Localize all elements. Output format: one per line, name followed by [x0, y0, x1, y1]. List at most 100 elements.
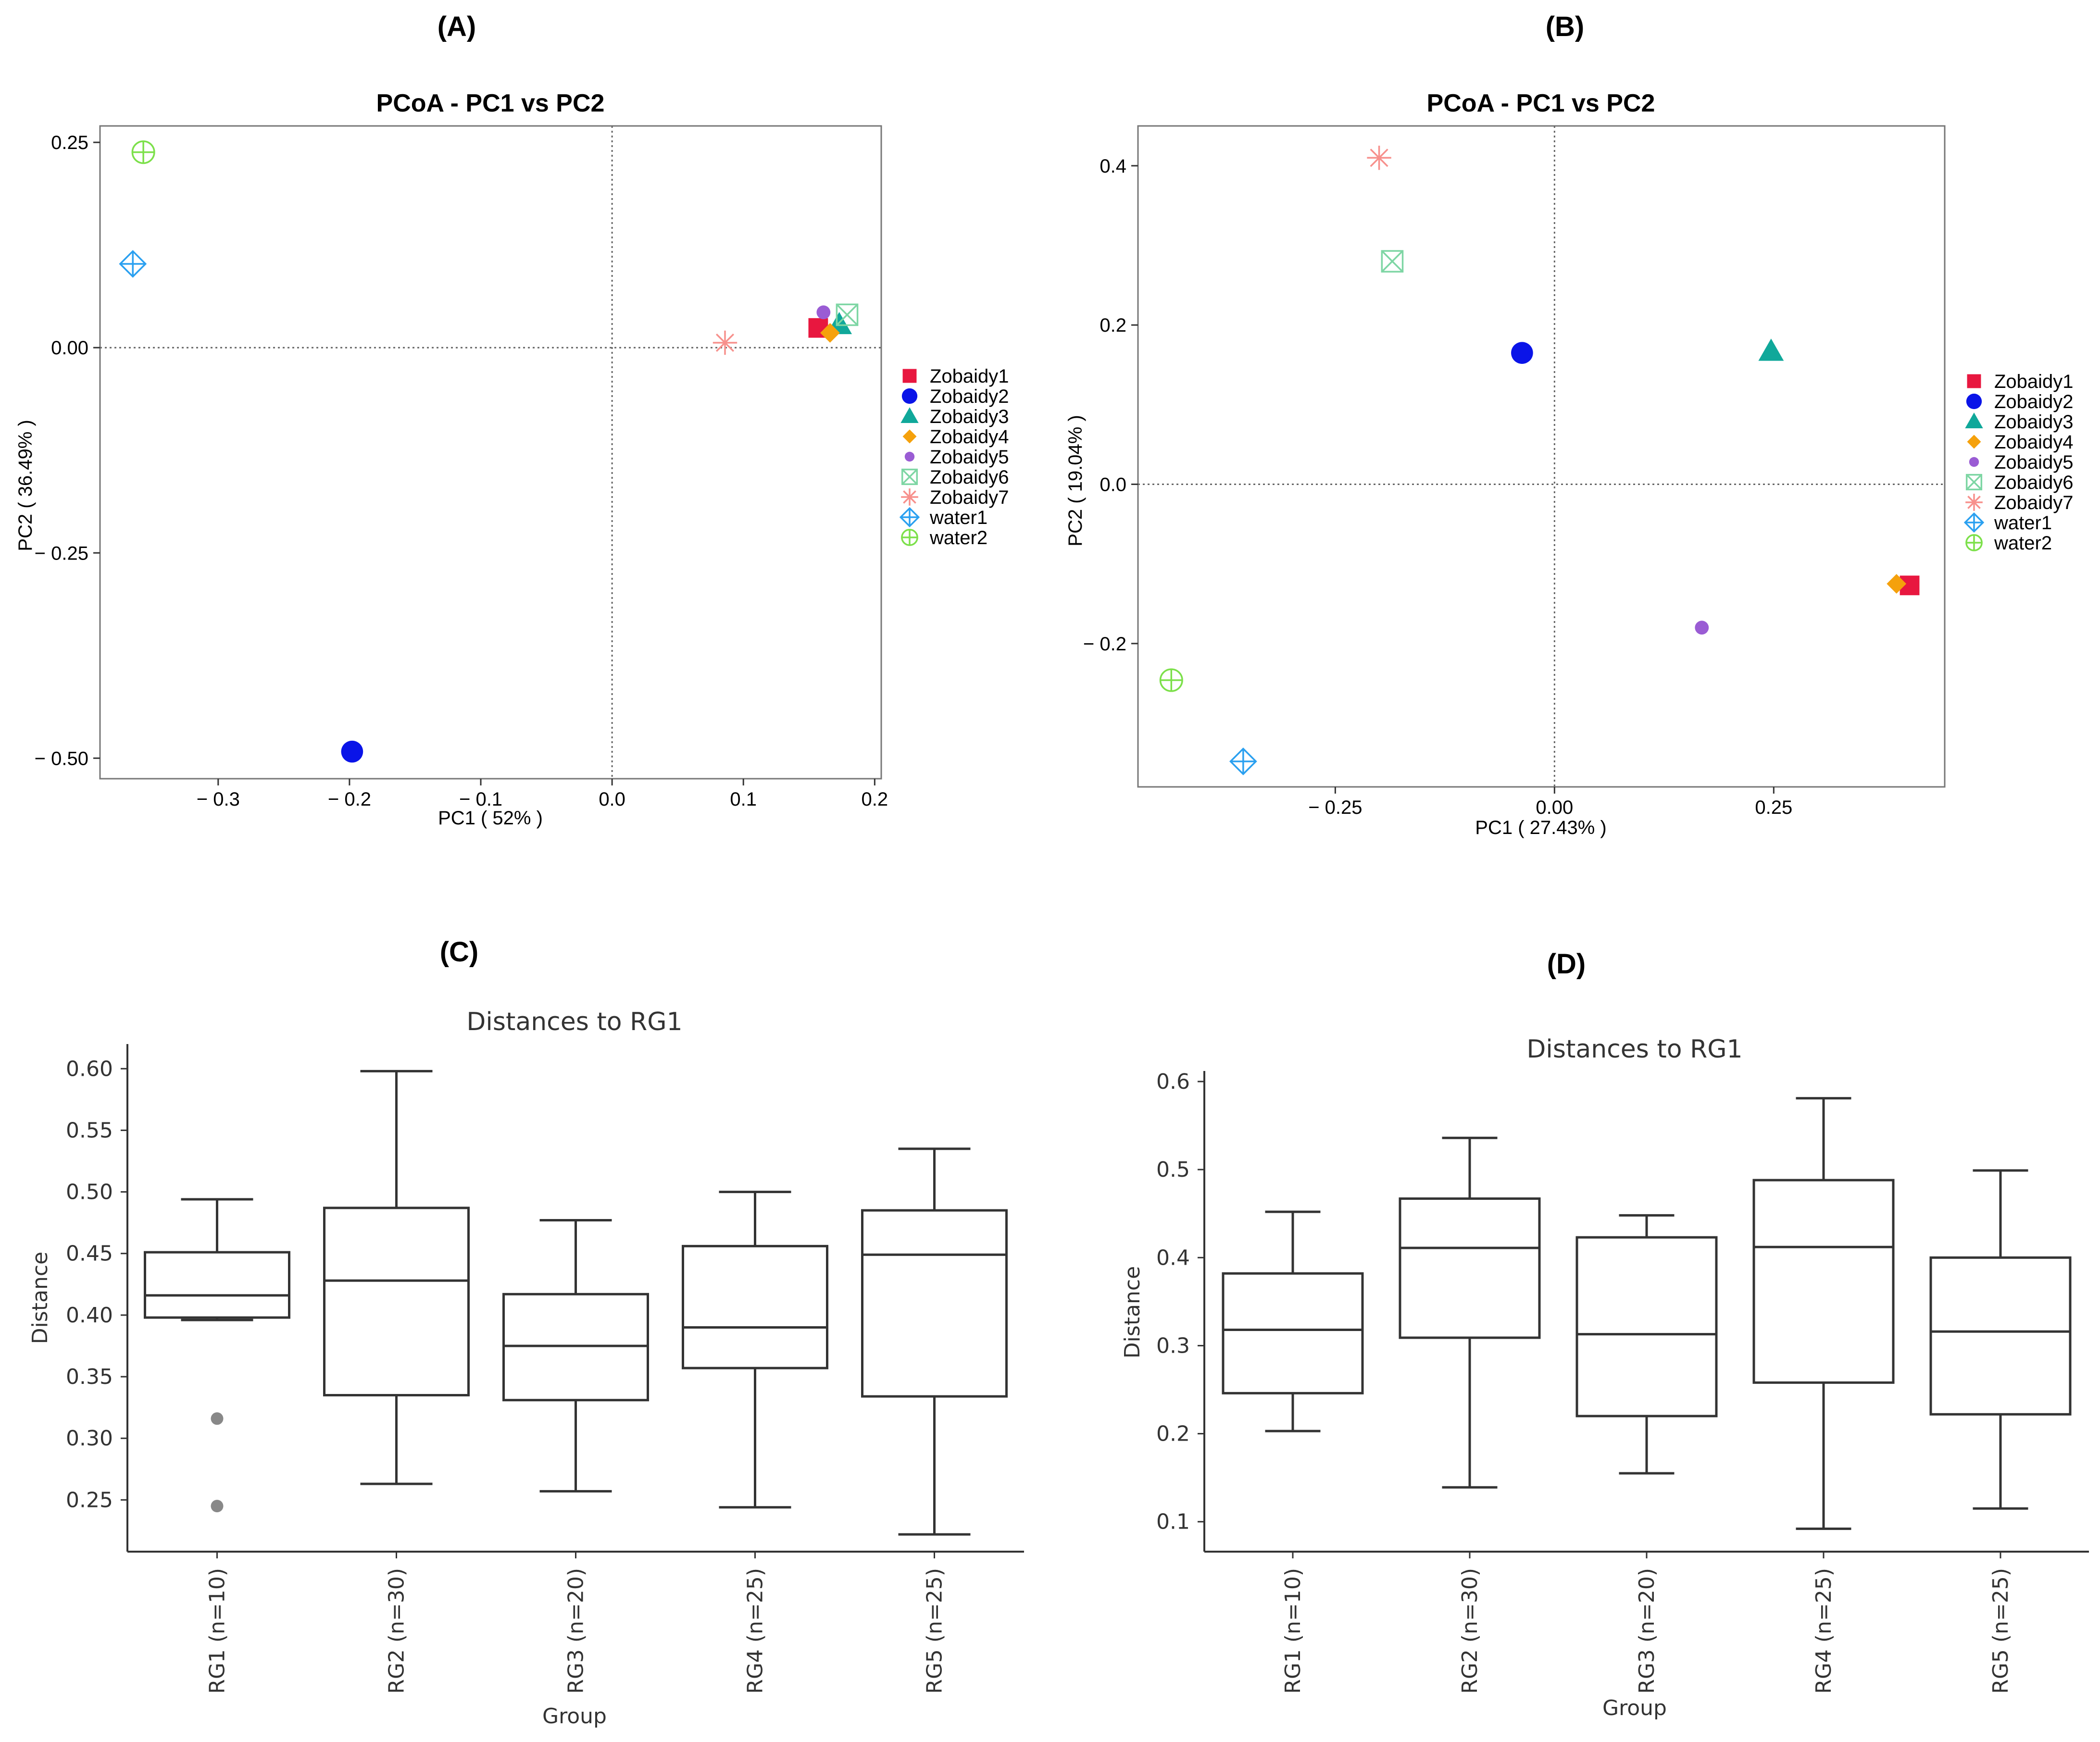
- chart-c-xtick-label-2: RG3 (n=20): [564, 1568, 588, 1694]
- chart-a-legend-marker-water1: [899, 507, 920, 528]
- panel-label-c: (C): [440, 936, 479, 968]
- chart-a-point-zobaidy4-shape: [820, 323, 840, 343]
- chart-a-legend-marker-zobaidy2: [901, 388, 918, 404]
- chart-b-xtick-label-1: 0.00: [1536, 797, 1573, 818]
- chart-c-xtick-label-3: RG4 (n=25): [743, 1568, 768, 1694]
- chart-d-iqr-box-5: [1929, 1256, 2072, 1416]
- chart-b-legend-marker-water2: [1965, 534, 1983, 551]
- chart-a-ytick-label-0: 0.25: [51, 132, 88, 153]
- chart-b-legend-marker-zobaidy6: [1965, 473, 1983, 491]
- chart-b-legend-label-zobaidy4: Zobaidy4: [1994, 432, 2074, 453]
- chart-b-point-zobaidy6: [1381, 250, 1404, 273]
- chart-a-xlabel: PC1 ( 52% ): [438, 808, 543, 829]
- panel-label-a: (A): [438, 11, 476, 42]
- chart-a-legend-marker-water2: [901, 529, 918, 546]
- chart-c-iqr-box-4: [682, 1244, 828, 1369]
- chart-c-ytick-label-1: 0.30: [66, 1426, 113, 1451]
- chart-b-point-zobaidy4: [1887, 574, 1907, 594]
- chart-a-legend-label-zobaidy2: Zobaidy2: [930, 386, 1009, 407]
- chart-b-point-zobaidy2: [1511, 342, 1533, 364]
- chart-a-xtick-label-3: 0.0: [599, 789, 625, 810]
- chart-c-outlier-1-1: [211, 1412, 224, 1425]
- chart-d-ytick-label-1: 0.2: [1156, 1422, 1190, 1446]
- chart-a-point-water1: [119, 250, 147, 278]
- chart-b-legend-label-zobaidy5: Zobaidy5: [1994, 452, 2074, 473]
- chart-b-legend-marker-zobaidy6-cross-2: [1966, 474, 1982, 490]
- chart-c-iqr-box-5: [861, 1209, 1008, 1398]
- chart-a-legend-marker-zobaidy7: [901, 488, 918, 506]
- chart-a-xtick-label-0: − 0.3: [197, 789, 240, 810]
- chart-d-ytick-label-0: 0.1: [1156, 1510, 1190, 1534]
- chart-b-ytick-label-2: 0.0: [1100, 474, 1126, 495]
- chart-a-legend-marker-zobaidy3: [900, 407, 919, 423]
- chart-a-legend-label-zobaidy7: Zobaidy7: [930, 487, 1009, 508]
- chart-a-legend: Zobaidy1Zobaidy2Zobaidy3Zobaidy4Zobaidy5…: [899, 366, 1009, 548]
- chart-a-ylabel: PC2 ( 36.49% ): [15, 420, 36, 551]
- chart-d-xtick-label-1: RG2 (n=30): [1458, 1568, 1482, 1694]
- chart-a-legend-marker-zobaidy7-ray-3: [903, 490, 916, 504]
- chart-b-legend-marker-zobaidy2: [1966, 393, 1982, 410]
- chart-c-box-1: [144, 1198, 290, 1513]
- chart-c-title: Distances to RG1: [466, 1008, 682, 1036]
- chart-b-ytick-label-1: 0.2: [1100, 315, 1126, 336]
- chart-b-legend-label-zobaidy1: Zobaidy1: [1994, 371, 2074, 392]
- chart-b-ytick-label-3: − 0.2: [1083, 634, 1126, 655]
- chart-c-box-4: [682, 1191, 828, 1509]
- chart-a-legend-marker-zobaidy1: [902, 369, 917, 383]
- chart-b-legend-label-zobaidy6: Zobaidy6: [1994, 472, 2074, 493]
- chart-b-point-zobaidy7: [1367, 146, 1391, 170]
- chart-a-plot: − 0.3 − 0.2 − 0.1 0.0 0.1 0.2 0.25 0.00 − 0.25 − …: [35, 125, 888, 810]
- chart-c-iqr-box-2: [323, 1207, 470, 1396]
- chart-a-legend-marker-zobaidy6: [901, 468, 918, 485]
- chart-d-iqr-box-3: [1575, 1236, 1718, 1418]
- chart-c-iqr-box-1: [144, 1251, 290, 1319]
- chart-c-xtick-label-1: RG2 (n=30): [385, 1568, 409, 1694]
- chart-c-box-2: [323, 1070, 470, 1485]
- chart-d-xtick-label-3: RG4 (n=25): [1812, 1568, 1836, 1694]
- chart-c-ylabel: Distance: [28, 1252, 52, 1344]
- chart-d-plot: 0.1 0.2 0.3 0.4 0.5 0.6 RG1 (n=10) RG2 (n=30) RG…: [1156, 1070, 2089, 1694]
- chart-a-legend-label-zobaidy1: Zobaidy1: [930, 366, 1009, 387]
- chart-a-legend-marker-zobaidy3-shape: [900, 407, 919, 423]
- chart-b-legend-marker-zobaidy1-shape: [1967, 374, 1981, 388]
- chart-b-legend-label-zobaidy2: Zobaidy2: [1994, 391, 2074, 412]
- chart-b-point-zobaidy3-shape: [1758, 338, 1784, 361]
- chart-b-point-water1: [1229, 747, 1257, 775]
- chart-b-legend-marker-zobaidy2-shape: [1966, 393, 1982, 410]
- chart-d-iqr-box-4: [1752, 1179, 1895, 1384]
- chart-a-point-zobaidy7-ray-3: [715, 333, 735, 352]
- chart-a-point-zobaidy5-shape: [816, 305, 831, 320]
- chart-a-legend-marker-zobaidy4-shape: [902, 429, 917, 444]
- chart-b-legend-marker-zobaidy5-shape: [1969, 457, 1979, 467]
- chart-a-legend-marker-zobaidy2-shape: [901, 388, 918, 404]
- chart-b-legend-marker-zobaidy4-shape: [1967, 435, 1981, 449]
- chart-a-point-water2: [131, 140, 155, 164]
- chart-b-legend-marker-zobaidy1: [1967, 374, 1981, 388]
- box-chart-d: Distances to RG1 Group Distance 0.10.20.…: [1120, 1035, 2089, 1720]
- chart-a-legend-marker-zobaidy5: [904, 451, 915, 462]
- chart-a-point-zobaidy4: [820, 323, 840, 343]
- chart-c-plot: 0.25 0.30 0.35 0.40 0.45 0.50 0.55 0.60 RG1 (n=1…: [66, 1044, 1024, 1694]
- chart-a-legend-label-zobaidy5: Zobaidy5: [930, 447, 1009, 468]
- chart-b-legend-marker-zobaidy3-shape: [1965, 412, 1983, 429]
- chart-c-xtick-label-0: RG1 (n=10): [205, 1568, 230, 1694]
- chart-b-ylabel: PC2 ( 19.04% ): [1065, 415, 1086, 546]
- chart-a-legend-label-zobaidy4: Zobaidy4: [930, 426, 1009, 448]
- chart-b-point-zobaidy6-cross-2: [1381, 250, 1403, 273]
- chart-a-legend-label-zobaidy6: Zobaidy6: [930, 467, 1009, 488]
- chart-a-xtick-label-4: 0.1: [730, 789, 757, 810]
- chart-d-xtick-label-2: RG3 (n=20): [1635, 1568, 1659, 1694]
- chart-c-iqr-box-3: [502, 1293, 649, 1402]
- chart-d-xlabel: Group: [1602, 1696, 1667, 1720]
- box-chart-c: Distances to RG1 Group Distance 0.25 0.30…: [28, 1008, 1024, 1729]
- chart-d-ytick-label-2: 0.3: [1156, 1333, 1190, 1358]
- pcoa-chart-b: PCoA - PC1 vs PC2 PC1 ( 27.43% ) PC2 ( 1…: [1065, 89, 2074, 838]
- chart-b-point-zobaidy2-shape: [1511, 342, 1533, 364]
- chart-b-xtick-label-2: 0.25: [1755, 797, 1792, 818]
- chart-d-box-3: [1575, 1214, 1718, 1475]
- chart-c-box-5: [861, 1147, 1008, 1536]
- chart-b-legend-marker-water1: [1963, 512, 1985, 533]
- chart-a-xtick-label-1: − 0.2: [328, 789, 371, 810]
